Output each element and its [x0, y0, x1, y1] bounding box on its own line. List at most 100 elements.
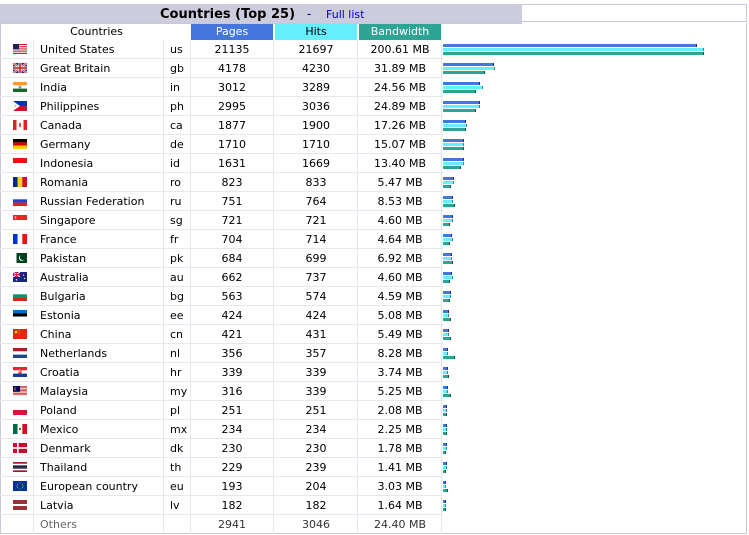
- pages-value: 1877: [218, 119, 246, 132]
- bandwidth-bar: [443, 71, 485, 74]
- bar-group: [443, 328, 743, 344]
- bandwidth-bar: [443, 318, 451, 321]
- country-name: Philippines: [40, 100, 100, 113]
- pages-bar: [443, 139, 464, 142]
- bar-group: [443, 385, 743, 401]
- hr-flag-icon: [13, 367, 27, 377]
- bandwidth-bar: [443, 128, 466, 131]
- pages-value: 721: [221, 214, 243, 227]
- country-name: Germany: [40, 138, 91, 151]
- bandwidth-value: 8.53 MB: [377, 195, 423, 208]
- pages-value: 823: [221, 176, 243, 189]
- country-name: Poland: [40, 404, 77, 417]
- row-divider: [0, 115, 443, 116]
- others-label: Others: [40, 518, 77, 531]
- bandwidth-bar: [443, 242, 450, 245]
- country-name: India: [40, 81, 67, 94]
- bandwidth-value: 31.89 MB: [373, 62, 427, 75]
- bg-flag-icon: [13, 291, 27, 301]
- hits-value: 1669: [302, 157, 330, 170]
- row-divider: [0, 324, 443, 325]
- pages-bar: [443, 329, 449, 332]
- country-code: th: [170, 461, 182, 474]
- nl-flag-icon: [13, 348, 27, 358]
- country-code: ru: [170, 195, 182, 208]
- country-code: de: [170, 138, 184, 151]
- hits-value: 737: [305, 271, 327, 284]
- bandwidth-value: 5.08 MB: [377, 309, 423, 322]
- hits-bar: [443, 371, 448, 374]
- column-header-pages: Pages: [191, 24, 273, 40]
- country-code: cn: [170, 328, 184, 341]
- ph-flag-icon: [13, 101, 27, 111]
- table-row: Canada ca 1877 1900 17.26 MB: [0, 116, 747, 135]
- country-code: ph: [170, 100, 184, 113]
- countries-table: [0, 23, 747, 534]
- pages-bar: [443, 462, 447, 465]
- bandwidth-value: 3.74 MB: [377, 366, 423, 379]
- in-flag-icon: [13, 82, 27, 92]
- country-name: China: [40, 328, 72, 341]
- country-name: Pakistan: [40, 252, 87, 265]
- bandwidth-bar: [443, 52, 704, 55]
- hits-bar: [443, 200, 453, 203]
- table-row: Netherlands nl 356 357 8.28 MB: [0, 344, 747, 363]
- table-row: European country eu 193 204 3.03 MB: [0, 477, 747, 496]
- country-code: sg: [170, 214, 183, 227]
- country-code: us: [170, 43, 183, 56]
- bar-group: [443, 461, 743, 477]
- country-code: ro: [170, 176, 182, 189]
- fr-flag-icon: [13, 234, 27, 244]
- table-row: China cn 421 431 5.49 MB: [0, 325, 747, 344]
- ca-flag-icon: [13, 120, 27, 130]
- others-hits: 3046: [302, 518, 330, 531]
- row-divider: [0, 362, 443, 363]
- table-row: Malaysia my 316 339 5.25 MB: [0, 382, 747, 401]
- bandwidth-bar: [443, 223, 450, 226]
- row-divider: [0, 77, 443, 78]
- bandwidth-value: 24.56 MB: [373, 81, 427, 94]
- bar-group: [443, 442, 743, 458]
- row-divider: [0, 419, 443, 420]
- table-row: India in 3012 3289 24.56 MB: [0, 78, 747, 97]
- country-code: nl: [170, 347, 181, 360]
- full-list-link[interactable]: Full list: [326, 8, 365, 21]
- table-row: Estonia ee 424 424 5.08 MB: [0, 306, 747, 325]
- hits-value: 714: [305, 233, 327, 246]
- pages-value: 316: [221, 385, 243, 398]
- bandwidth-value: 2.08 MB: [377, 404, 423, 417]
- row-divider: [0, 229, 443, 230]
- hits-value: 424: [305, 309, 327, 322]
- country-code: in: [170, 81, 181, 94]
- bandwidth-value: 1.78 MB: [377, 442, 423, 455]
- bandwidth-value: 4.60 MB: [377, 271, 423, 284]
- country-code: pl: [170, 404, 181, 417]
- hits-value: 357: [305, 347, 327, 360]
- hits-value: 574: [305, 290, 327, 303]
- pages-bar: [443, 310, 449, 313]
- hits-bar: [443, 219, 453, 222]
- dk-flag-icon: [13, 443, 27, 453]
- cn-flag-icon: [13, 329, 27, 339]
- country-code: ca: [170, 119, 183, 132]
- bandwidth-bar: [443, 147, 464, 150]
- pages-bar: [443, 177, 454, 180]
- bandwidth-value: 200.61 MB: [370, 43, 430, 56]
- bar-group: [443, 195, 743, 211]
- table-row: Australia au 662 737 4.60 MB: [0, 268, 747, 287]
- row-divider: [0, 457, 443, 458]
- pages-bar: [443, 215, 453, 218]
- th-flag-icon: [13, 462, 27, 472]
- table-row: Philippines ph 2995 3036 24.89 MB: [0, 97, 747, 116]
- column-header-bandwidth: Bandwidth: [359, 24, 441, 40]
- hits-bar: [443, 86, 483, 89]
- table-row: Denmark dk 230 230 1.78 MB: [0, 439, 747, 458]
- hits-bar: [443, 143, 464, 146]
- bandwidth-bar: [443, 299, 450, 302]
- pages-bar: [443, 44, 697, 47]
- row-divider: [0, 191, 443, 192]
- bar-group: [443, 81, 743, 97]
- hits-value: 21697: [298, 43, 334, 56]
- id-flag-icon: [13, 158, 27, 168]
- country-code: eu: [170, 480, 184, 493]
